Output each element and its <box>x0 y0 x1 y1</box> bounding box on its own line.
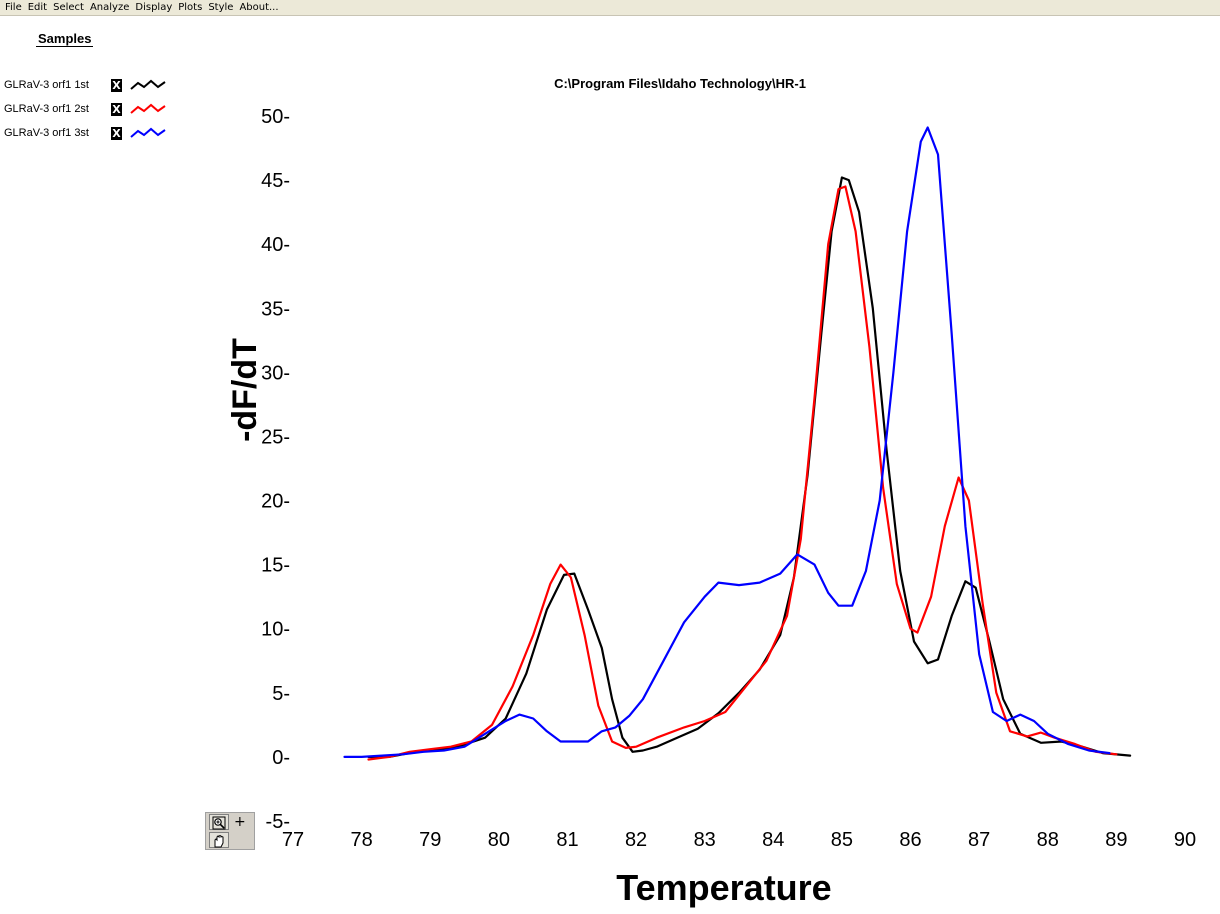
legend-label: GLRaV-3 orf1 1st <box>4 79 89 91</box>
zoom-tools-panel: + <box>205 812 255 850</box>
y-tick-label: 30- <box>261 362 290 384</box>
legend-swatch-3st <box>130 127 166 138</box>
zoom-in-icon[interactable] <box>209 814 229 830</box>
x-tick-label: 90 <box>1174 829 1196 851</box>
legend-item-1st: GLRaV-3 orf1 1st X <box>4 76 166 94</box>
menu-style[interactable]: Style <box>208 1 234 13</box>
series-line-2 <box>367 185 1118 761</box>
y-axis-label: -dF/dT <box>226 338 264 442</box>
x-tick-label: 86 <box>899 829 921 851</box>
sample-toggle-checkbox[interactable]: X <box>111 102 122 116</box>
zoom-plus-glyph: + <box>234 814 246 830</box>
y-tick-label: 15- <box>261 555 290 577</box>
chart-title: C:\Program Files\Idaho Technology\HR-1 <box>554 76 806 91</box>
y-tick-label: 20- <box>261 491 290 513</box>
sample-toggle-checkbox[interactable]: X <box>111 126 122 140</box>
y-tick-label: 0- <box>272 747 290 769</box>
x-tick-label: 89 <box>1105 829 1127 851</box>
x-tick-label: 85 <box>831 829 853 851</box>
menu-edit[interactable]: Edit <box>27 1 48 13</box>
menu-select[interactable]: Select <box>53 1 84 13</box>
legend-title: Samples <box>36 31 94 47</box>
x-tick-label: 83 <box>694 829 716 851</box>
x-tick-label: 78 <box>350 829 372 851</box>
sample-toggle-checkbox[interactable]: X <box>111 78 122 92</box>
x-tick-label: 80 <box>488 829 510 851</box>
y-tick-label: 25- <box>261 426 290 448</box>
hand-pan-icon[interactable] <box>209 832 229 848</box>
menu-about[interactable]: About... <box>239 1 279 13</box>
x-tick-label: 84 <box>762 829 784 851</box>
y-tick-label: 5- <box>272 683 290 705</box>
x-axis-label: Temperature <box>616 867 831 908</box>
legend-item-3st: GLRaV-3 orf1 3st X <box>4 124 166 142</box>
menu-plots[interactable]: Plots <box>178 1 203 13</box>
menu-analyze[interactable]: Analyze <box>89 1 130 13</box>
legend-label: GLRaV-3 orf1 3st <box>4 127 89 139</box>
x-tick-label: 77 <box>282 829 304 851</box>
y-tick-label: 45- <box>261 170 290 192</box>
x-tick-label: 87 <box>968 829 990 851</box>
x-tick-label: 79 <box>419 829 441 851</box>
x-tick-label: 88 <box>1037 829 1059 851</box>
menu-bar: File Edit Select Analyze Display Plots S… <box>0 0 1220 16</box>
y-tick-label: -5- <box>266 811 290 833</box>
legend-swatch-2st <box>130 103 166 114</box>
y-tick-label: 35- <box>261 298 290 320</box>
menu-file[interactable]: File <box>5 1 22 13</box>
x-tick-label: 81 <box>556 829 578 851</box>
menu-display[interactable]: Display <box>135 1 173 13</box>
legend-label: GLRaV-3 orf1 2st <box>4 103 89 115</box>
y-tick-label: 40- <box>261 234 290 256</box>
x-tick-label: 82 <box>625 829 647 851</box>
y-tick-label: 50- <box>261 106 290 128</box>
y-tick-label: 10- <box>261 619 290 641</box>
series-line-1 <box>367 176 1132 758</box>
series-line-3 <box>343 126 1111 758</box>
legend-swatch-1st <box>130 79 166 90</box>
legend-item-2st: GLRaV-3 orf1 2st X <box>4 100 166 118</box>
